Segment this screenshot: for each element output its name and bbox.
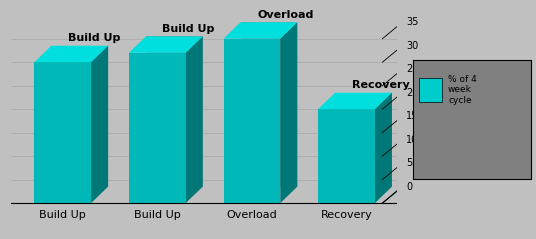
Polygon shape: [129, 53, 185, 203]
Text: Build Up: Build Up: [162, 24, 215, 34]
Polygon shape: [335, 93, 392, 187]
Polygon shape: [34, 62, 91, 203]
Polygon shape: [280, 22, 297, 203]
Polygon shape: [185, 36, 203, 203]
Polygon shape: [224, 22, 297, 39]
Text: 5: 5: [406, 158, 412, 168]
Text: Overload: Overload: [257, 10, 314, 20]
Text: % of 4
week
cycle: % of 4 week cycle: [448, 75, 477, 104]
Text: 0: 0: [406, 182, 412, 192]
Text: 35: 35: [406, 17, 419, 27]
Text: Build Up: Build Up: [68, 33, 120, 43]
Polygon shape: [224, 39, 280, 203]
Polygon shape: [91, 46, 108, 203]
Polygon shape: [51, 46, 108, 187]
Text: Recovery: Recovery: [352, 80, 410, 90]
Bar: [419, 78, 442, 102]
Polygon shape: [146, 36, 203, 187]
Text: 30: 30: [406, 41, 419, 51]
Polygon shape: [318, 109, 375, 203]
Text: 25: 25: [406, 64, 419, 74]
Polygon shape: [318, 93, 392, 109]
Polygon shape: [375, 93, 392, 203]
Polygon shape: [34, 46, 108, 62]
Text: 10: 10: [406, 135, 419, 145]
Text: 20: 20: [406, 88, 419, 98]
Polygon shape: [129, 36, 203, 53]
Polygon shape: [241, 22, 297, 187]
Text: 15: 15: [406, 111, 419, 121]
